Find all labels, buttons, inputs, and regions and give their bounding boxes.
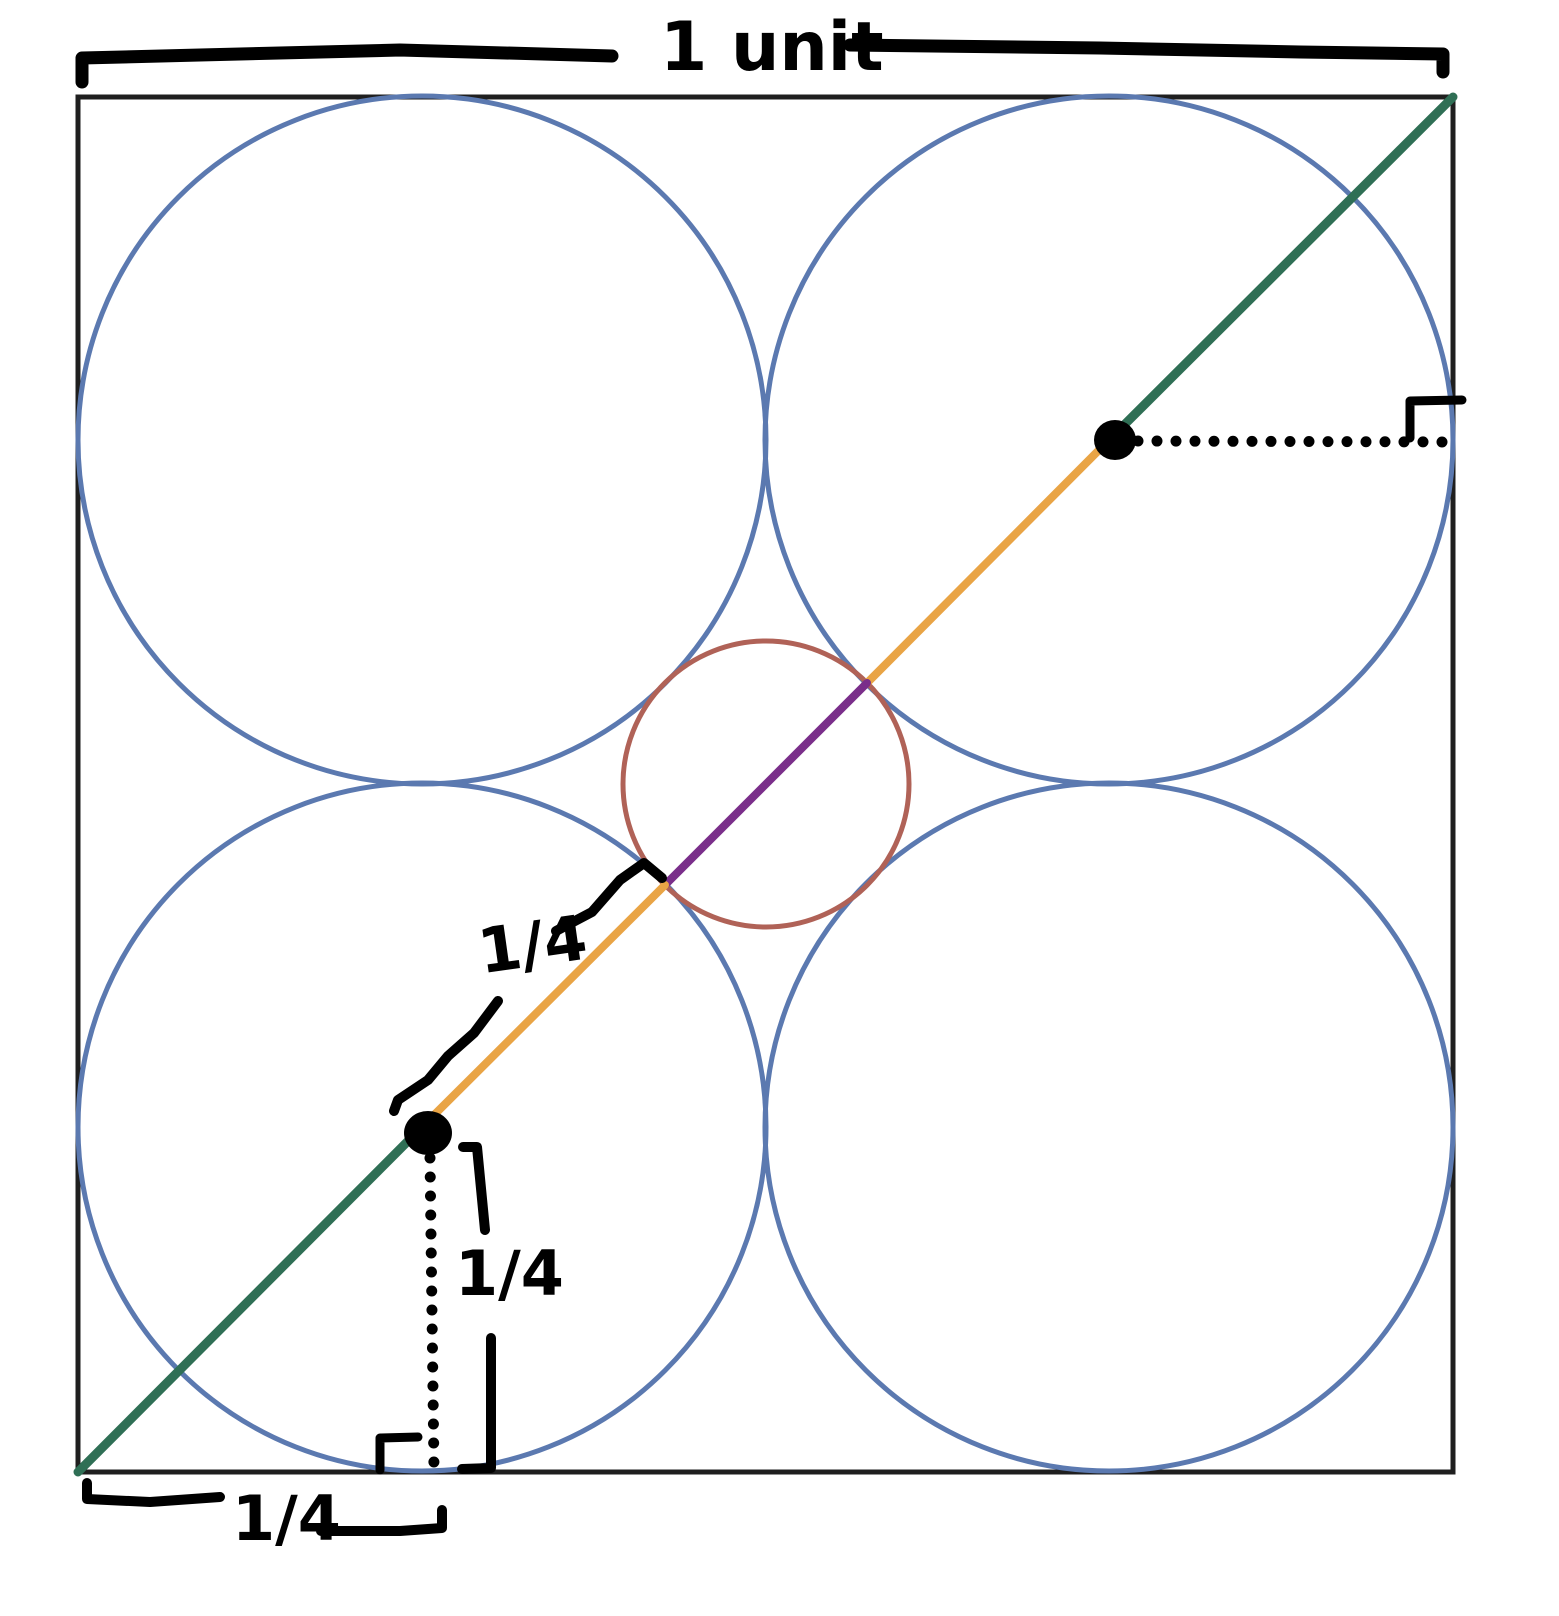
top-width-bracket-left (75, 43, 619, 89)
diagonal-center (661, 679, 871, 889)
bottom-bracket-right (316, 1505, 447, 1536)
diagonal-bracket-lower (389, 996, 503, 1116)
diagonal-outer-bottom (73, 1122, 427, 1477)
center-dot-bottom-left (404, 1111, 452, 1155)
dotted-vertical (424, 1152, 440, 1475)
diagonal-quarter-label: 1/4 (473, 900, 592, 989)
small-center-circle (620, 638, 912, 930)
dotted-radius-right (1132, 435, 1458, 448)
bottom-quarter-label: 1/4 (232, 1482, 341, 1555)
diagonal-bracket-upper (551, 858, 667, 936)
diagonal-outer-top (1104, 92, 1458, 445)
center-dot-top-right (1094, 420, 1136, 460)
large-circle-top-left (75, 93, 769, 787)
vertical-quarter-label: 1/4 (455, 1237, 564, 1310)
right-angle-mark-right (1405, 395, 1467, 443)
vertical-bracket-bottom (457, 1333, 496, 1474)
bottom-bracket-left (82, 1478, 225, 1507)
top-width-bracket-right (843, 38, 1450, 79)
width-label: 1 unit (660, 8, 884, 87)
diagonal-mid-bottom (418, 881, 669, 1131)
diagonal-mid-top (863, 436, 1113, 687)
right-angle-mark-bottom (375, 1432, 423, 1475)
vertical-bracket-top (458, 1142, 490, 1235)
large-circle-bottom-right (762, 780, 1456, 1474)
outer-square (75, 94, 1456, 1475)
